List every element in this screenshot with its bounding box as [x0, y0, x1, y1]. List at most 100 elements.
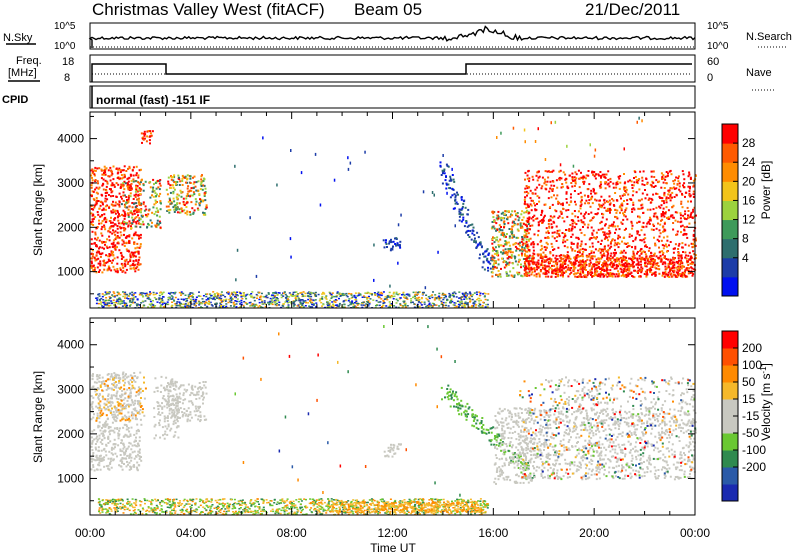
- power-cell: [99, 262, 102, 265]
- power-cell: [234, 291, 237, 294]
- power-cell: [524, 267, 527, 269]
- power-cell: [496, 236, 499, 239]
- power-cell: [609, 202, 612, 205]
- power-cell: [134, 193, 137, 196]
- power-cell: [145, 292, 148, 295]
- power-cell: [640, 239, 643, 242]
- power-cell: [410, 301, 413, 304]
- power-cell: [602, 203, 605, 206]
- power-cell: [658, 235, 661, 238]
- power-cell: [472, 305, 475, 308]
- power-cell: [304, 300, 307, 302]
- power-cell: [94, 169, 97, 172]
- power-cell: [593, 189, 595, 191]
- power-cell: [668, 190, 671, 193]
- power-cell: [93, 174, 96, 177]
- power-cell: [647, 257, 650, 260]
- power-cell: [580, 199, 583, 202]
- power-cell: [655, 192, 658, 195]
- power-cell: [577, 236, 580, 239]
- power-cell: [205, 306, 208, 309]
- power-cell: [680, 231, 682, 234]
- power-cell: [495, 217, 498, 220]
- power-cell: [605, 264, 608, 267]
- power-cell: [584, 260, 587, 263]
- power-cell: [589, 256, 592, 259]
- power-cell: [621, 204, 624, 207]
- power-cell: [137, 261, 140, 264]
- power-cell: [167, 296, 170, 299]
- power-ytick-label: 4000: [57, 132, 84, 146]
- power-cell: [356, 304, 359, 306]
- power-cell: [153, 183, 155, 186]
- power-cell: [130, 301, 133, 304]
- power-cell: [133, 268, 136, 271]
- power-cell: [108, 239, 111, 242]
- power-cell: [547, 170, 550, 173]
- power-cell: [204, 304, 207, 306]
- power-cell: [523, 230, 526, 233]
- power-cell: [103, 213, 106, 216]
- power-cell: [548, 226, 551, 229]
- power-cell: [672, 247, 675, 250]
- power-cell: [158, 215, 161, 218]
- power-cell: [429, 304, 432, 306]
- power-cell: [220, 305, 223, 308]
- power-cell: [562, 239, 565, 242]
- power-cell: [688, 222, 691, 225]
- power-cell: [202, 213, 205, 216]
- power-cell: [103, 294, 106, 296]
- power-cell: [390, 238, 392, 241]
- power-cell: [671, 191, 674, 194]
- power-cell: [92, 224, 95, 226]
- power-cell: [359, 294, 362, 296]
- power-cell: [148, 303, 151, 306]
- power-cell: [532, 243, 535, 246]
- power-cell: [138, 217, 141, 220]
- power-cell: [651, 273, 653, 276]
- power-cell: [253, 305, 256, 307]
- power-cell: [555, 240, 558, 242]
- power-cell: [428, 297, 431, 300]
- power-cell: [464, 292, 467, 295]
- power-colorbar-swatch: [722, 276, 738, 297]
- power-cell: [531, 271, 534, 274]
- power-cell: [584, 202, 587, 205]
- power-cell: [109, 195, 112, 198]
- power-cell: [565, 177, 568, 180]
- power-cell: [220, 304, 222, 307]
- power-cell: [126, 212, 129, 215]
- power-cell: [519, 226, 522, 229]
- power-cell: [233, 296, 236, 299]
- power-cell: [146, 135, 149, 138]
- power-cell: [563, 235, 566, 238]
- power-cell: [658, 251, 661, 254]
- power-cell: [94, 233, 97, 236]
- power-cell: [570, 236, 573, 238]
- power-cell: [644, 253, 647, 256]
- power-cell: [588, 199, 591, 202]
- power-cell: [449, 175, 452, 178]
- power-cell: [260, 306, 263, 308]
- power-cell: [511, 221, 514, 224]
- power-cell: [653, 236, 655, 239]
- power-cell: [591, 242, 594, 245]
- power-cell: [147, 130, 150, 132]
- power-cell: [473, 241, 476, 243]
- power-cell: [533, 269, 536, 272]
- power-cell: [454, 198, 457, 201]
- power-cell: [98, 167, 101, 170]
- power-cell: [523, 247, 526, 250]
- power-cell: [399, 304, 402, 306]
- velocity-cell: [107, 393, 110, 396]
- power-cell: [551, 203, 554, 206]
- power-cell: [438, 292, 441, 295]
- power-cell: [556, 194, 559, 197]
- power-cell: [560, 254, 563, 257]
- power-cell: [206, 305, 209, 308]
- velocity-cell: [133, 433, 136, 436]
- power-cell: [110, 221, 112, 224]
- power-cell: [98, 295, 101, 297]
- power-cell: [102, 264, 105, 267]
- power-cell: [180, 291, 183, 293]
